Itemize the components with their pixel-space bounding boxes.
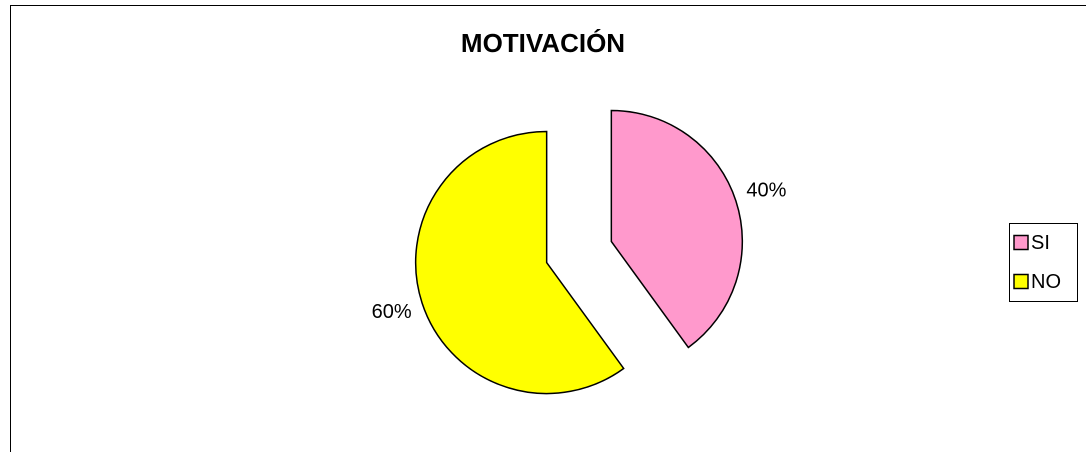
- pie-slice: [610, 109, 744, 349]
- pie-slice: [414, 130, 625, 395]
- legend-swatch: [1013, 273, 1029, 290]
- legend-swatch: [1013, 234, 1029, 251]
- data-label: 40%: [746, 179, 786, 201]
- legend-label: SI: [1031, 232, 1050, 254]
- data-label: 60%: [372, 301, 412, 323]
- legend-label: NO: [1031, 271, 1061, 293]
- chart-title: MOTIVACIÓN: [461, 28, 625, 58]
